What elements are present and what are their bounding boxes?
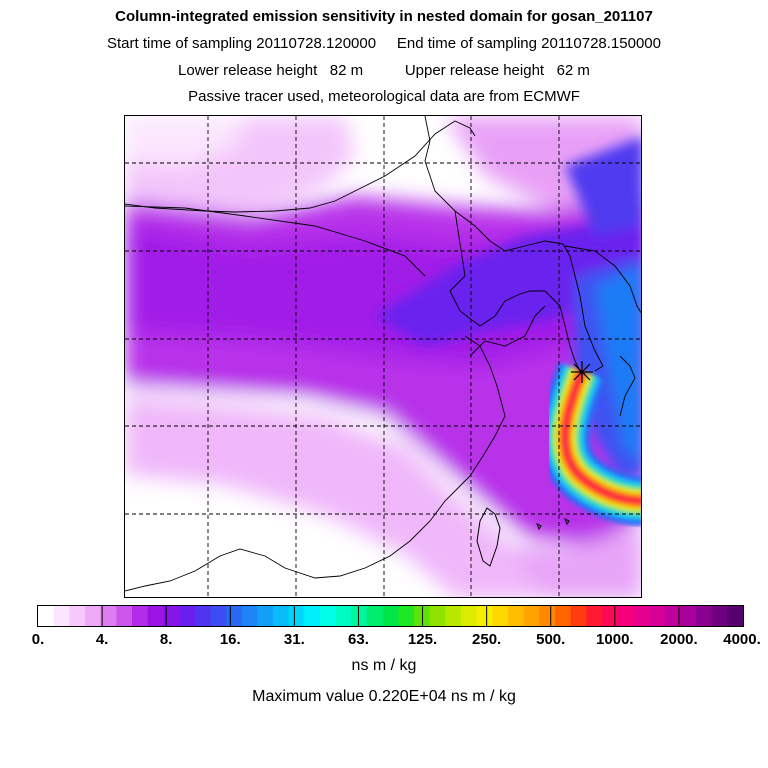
colorbar-swatch: [100, 606, 117, 626]
colorbar-swatch: [445, 606, 462, 626]
colorbar-swatch: [335, 606, 352, 626]
colorbar-swatch: [696, 606, 713, 626]
colorbar-swatch: [179, 606, 196, 626]
island-outline: [536, 522, 542, 531]
colorbar-swatch: [304, 606, 321, 626]
colorbar-tick-label: 2000.: [660, 631, 698, 648]
colorbar-swatch: [476, 606, 493, 626]
colorbar-swatch: [680, 606, 697, 626]
colorbar-swatch: [492, 606, 509, 626]
colorbar-swatch: [398, 606, 415, 626]
colorbar-swatch: [53, 606, 70, 626]
colorbar-tick-label: 16.: [219, 631, 241, 648]
colorbar-swatch: [132, 606, 149, 626]
colorbar-swatch: [649, 606, 666, 626]
colorbar-unit-label: ns m / kg: [351, 657, 417, 674]
colorbar-swatch: [147, 606, 164, 626]
colorbar-swatch: [508, 606, 525, 626]
colorbar-swatch: [69, 606, 86, 626]
colorbar-tick-label: 4000.: [723, 631, 761, 648]
tracer-info-line: Passive tracer used, meteorological data…: [188, 88, 580, 105]
colorbar-tick-label: 4.: [95, 631, 109, 648]
colorbar-tick-label: 250.: [472, 631, 502, 648]
colorbar-tick-label: 500.: [536, 631, 566, 648]
sampling-time-line: Start time of sampling 20110728.120000 E…: [107, 35, 661, 52]
colorbar-swatch: [539, 606, 556, 626]
colorbar-swatches: [38, 606, 743, 626]
colorbar-swatch: [633, 606, 650, 626]
colorbar-swatch: [241, 606, 258, 626]
lat-lon-grid: [125, 116, 641, 597]
release-height-line: Lower release height 82 m Upper release …: [178, 62, 590, 79]
island-outline: [564, 517, 570, 526]
colorbar-swatch: [194, 606, 211, 626]
colorbar-swatch: [711, 606, 728, 626]
colorbar-swatch: [523, 606, 540, 626]
taiwan-outline: [476, 507, 501, 567]
emission-sensitivity-map: [124, 115, 642, 598]
colorbar-swatch: [320, 606, 337, 626]
coastlines: [125, 116, 641, 592]
colorbar-swatch: [664, 606, 681, 626]
colorbar-swatch: [602, 606, 619, 626]
colorbar-swatch: [226, 606, 243, 626]
colorbar-tick-label: 63.: [348, 631, 369, 648]
colorbar-swatch: [210, 606, 227, 626]
colorbar-swatch: [85, 606, 102, 626]
colorbar-swatch: [273, 606, 290, 626]
colorbar-swatch: [116, 606, 133, 626]
colorbar-swatch: [461, 606, 478, 626]
maximum-value-label: Maximum value 0.220E+04 ns m / kg: [252, 688, 516, 705]
colorbar-tick-label: 125.: [407, 631, 438, 648]
colorbar-swatch: [257, 606, 274, 626]
colorbar-swatch: [570, 606, 587, 626]
colorbar-swatch: [367, 606, 384, 626]
colorbar-swatch: [351, 606, 368, 626]
release-star-marker: [571, 361, 593, 383]
plume: [539, 362, 641, 526]
plot-title: Column-integrated emission sensitivity i…: [115, 8, 653, 25]
colorbar-swatch: [727, 606, 743, 626]
colorbar-tick-label: 0.: [31, 631, 45, 648]
colorbar-tick-label: 8.: [159, 631, 173, 648]
colorbar: [37, 605, 744, 627]
colorbar-tick-label: 31.: [283, 631, 305, 648]
colorbar-swatch: [382, 606, 399, 626]
colorbar-swatch: [163, 606, 180, 626]
colorbar-swatch: [429, 606, 446, 626]
colorbar-swatch: [555, 606, 572, 626]
colorbar-swatch: [38, 606, 55, 626]
colorbar-swatch: [617, 606, 634, 626]
colorbar-swatch: [586, 606, 603, 626]
colorbar-swatch: [288, 606, 305, 626]
colorbar-tick-label: 1000.: [596, 631, 634, 648]
